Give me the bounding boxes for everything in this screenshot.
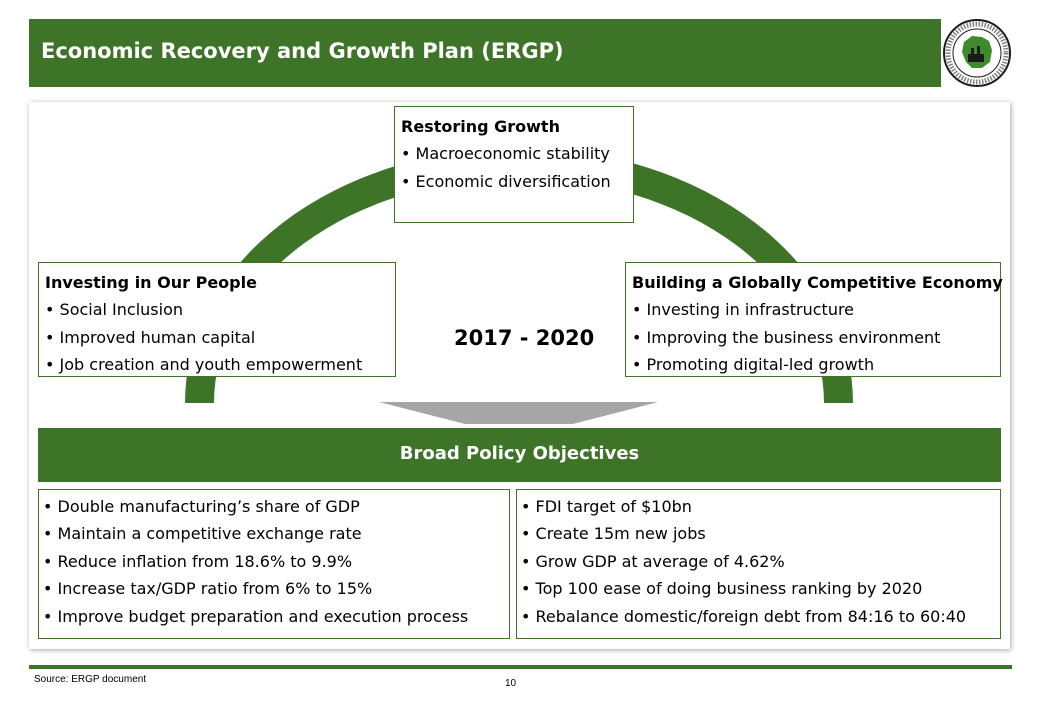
objectives-heading: Broad Policy Objectives <box>399 443 640 464</box>
nipc-logo <box>942 18 1012 88</box>
source-note: Source: ERGP document <box>34 674 147 685</box>
objectives-left-box: Double manufacturing’s share of GDP Main… <box>38 489 510 639</box>
objective-item: Increase tax/GDP ratio from 6% to 15% <box>43 575 505 602</box>
pillar-item: Investing in infrastructure <box>632 296 994 324</box>
pillar-item: Economic diversification <box>401 168 627 196</box>
growth-arc-graphic <box>185 148 853 424</box>
down-arrow <box>379 402 658 424</box>
page-title: Economic Recovery and Growth Plan (ERGP) <box>41 39 564 63</box>
footer-divider <box>29 665 1012 669</box>
content-panel: Restoring Growth Macroeconomic stability… <box>29 102 1010 649</box>
logo-seal-icon <box>943 19 1011 87</box>
objective-item: Rebalance domestic/foreign debt from 84:… <box>521 603 996 630</box>
title-bar: Economic Recovery and Growth Plan (ERGP) <box>29 19 941 87</box>
objective-item: Create 15m new jobs <box>521 520 996 547</box>
objective-item: Improve budget preparation and execution… <box>43 603 505 630</box>
objectives-right-box: FDI target of $10bn Create 15m new jobs … <box>516 489 1001 639</box>
pillar-item: Promoting digital-led growth <box>632 351 994 379</box>
objective-item: Top 100 ease of doing business ranking b… <box>521 575 996 602</box>
pillar-item: Job creation and youth empowerment <box>45 351 389 379</box>
pillar-investing-in-people: Investing in Our People Social Inclusion… <box>38 262 396 377</box>
objective-item: Grow GDP at average of 4.62% <box>521 548 996 575</box>
objectives-header: Broad Policy Objectives <box>38 428 1001 482</box>
objective-item: FDI target of $10bn <box>521 493 996 520</box>
objective-item: Reduce inflation from 18.6% to 9.9% <box>43 548 505 575</box>
pillar-item: Improved human capital <box>45 324 389 352</box>
pillar-heading: Investing in Our People <box>45 273 257 292</box>
objective-item: Maintain a competitive exchange rate <box>43 520 505 547</box>
page-number: 10 <box>505 678 517 689</box>
objective-item: Double manufacturing’s share of GDP <box>43 493 505 520</box>
pillar-restoring-growth: Restoring Growth Macroeconomic stability… <box>394 106 634 223</box>
green-arc <box>185 148 853 403</box>
pillar-competitive-economy: Building a Globally Competitive Economy … <box>625 262 1003 379</box>
pillar-heading: Building a Globally Competitive Economy <box>632 273 1003 292</box>
pillar-item: Macroeconomic stability <box>401 140 627 168</box>
pillar-item: Social Inclusion <box>45 296 389 324</box>
plan-period: 2017 - 2020 <box>454 326 595 350</box>
pillar-item: Improving the business environment <box>632 324 994 352</box>
pillar-heading: Restoring Growth <box>401 117 560 136</box>
